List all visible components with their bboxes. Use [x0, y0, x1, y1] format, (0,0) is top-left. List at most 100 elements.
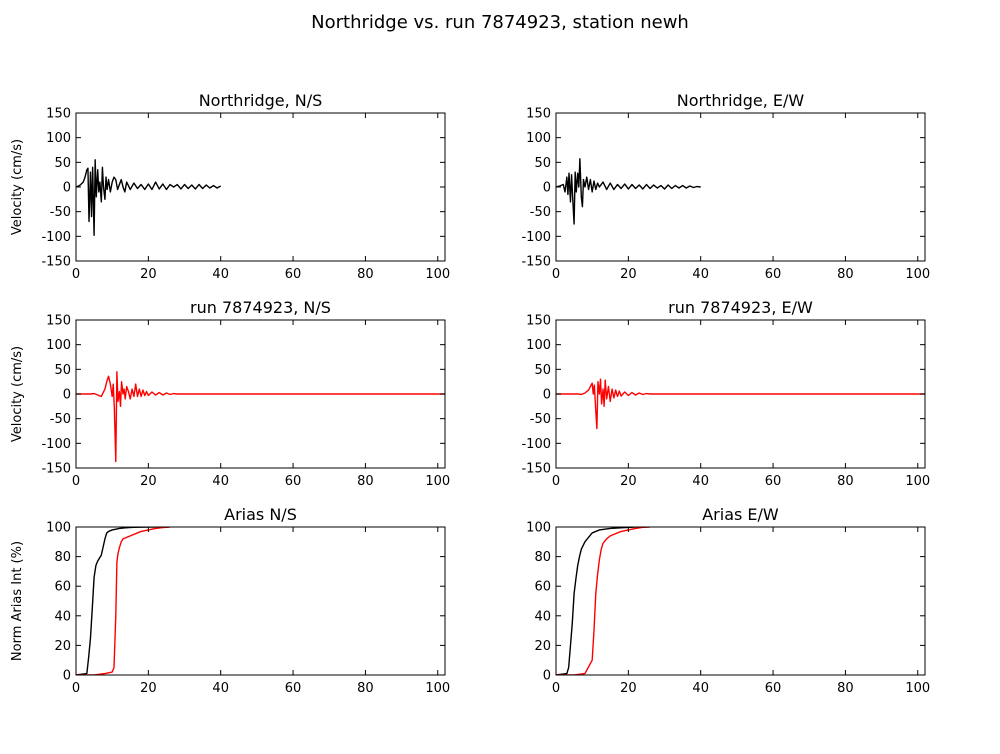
chart-panel-4: 0 20 40 60 80 100 -150 -100 -50 0 50 100 150 run 7874… — [521, 298, 930, 489]
x-tick-label: 0 — [72, 267, 80, 282]
y-axis-label: Norm Arias Int (%) — [10, 541, 25, 661]
y-tick-label: -50 — [50, 205, 71, 220]
y-tick-label: 60 — [534, 580, 551, 595]
x-tick-label: 20 — [140, 474, 157, 489]
axes-frame — [75, 526, 446, 676]
y-tick-label: 50 — [54, 363, 71, 378]
y-tick-label: 100 — [46, 338, 71, 353]
y-tick-label: 150 — [46, 314, 71, 329]
y-tick-label: -100 — [41, 230, 71, 245]
y-tick-label: 0 — [543, 669, 551, 684]
y-tick-label: 20 — [54, 639, 71, 654]
axes-frame — [555, 526, 926, 676]
x-tick-label: 40 — [692, 267, 709, 282]
x-tick-label: 100 — [905, 267, 930, 282]
x-tick-label: 0 — [552, 474, 560, 489]
x-tick-label: 20 — [140, 681, 157, 696]
x-tick-label: 40 — [692, 681, 709, 696]
series-line-1 — [76, 527, 163, 675]
y-tick-label: 60 — [54, 580, 71, 595]
y-tick-label: -50 — [50, 412, 71, 427]
x-tick-label: 80 — [837, 681, 854, 696]
chart-panel-6: 0 20 40 60 80 100 0 20 40 60 80 100 Arias E/W — [526, 505, 930, 696]
y-axis-label: Velocity (cm/s) — [10, 139, 25, 235]
y-tick-label: 150 — [526, 107, 551, 122]
y-tick-label: 100 — [526, 338, 551, 353]
y-tick-label: 150 — [526, 314, 551, 329]
chart-panel-3: 0 20 40 60 80 100 -150 -100 -50 0 50 100 150 run 7874… — [10, 298, 450, 489]
y-tick-label: 50 — [534, 156, 551, 171]
x-tick-label: 20 — [620, 267, 637, 282]
y-tick-label: 0 — [543, 181, 551, 196]
x-tick-label: 80 — [357, 474, 374, 489]
y-tick-label: 150 — [46, 107, 71, 122]
x-tick-label: 100 — [905, 474, 930, 489]
y-tick-label: 0 — [63, 181, 71, 196]
x-tick-label: 60 — [765, 474, 782, 489]
x-tick-label: 0 — [72, 474, 80, 489]
y-tick-label: -100 — [41, 437, 71, 452]
x-tick-label: 60 — [285, 474, 302, 489]
panel-title: run 7874923, E/W — [668, 298, 813, 317]
x-tick-label: 40 — [212, 267, 229, 282]
axes-frame — [555, 112, 926, 262]
y-axis-label: Velocity (cm/s) — [10, 346, 25, 442]
y-tick-label: 20 — [534, 639, 551, 654]
x-tick-label: 100 — [425, 267, 450, 282]
panel-title: Arias E/W — [702, 505, 779, 524]
y-tick-label: 40 — [534, 609, 551, 624]
x-tick-label: 80 — [837, 267, 854, 282]
x-tick-label: 40 — [212, 474, 229, 489]
y-tick-label: 100 — [526, 521, 551, 536]
x-tick-label: 60 — [285, 681, 302, 696]
x-tick-label: 20 — [620, 474, 637, 489]
y-tick-label: 100 — [46, 131, 71, 146]
series-line-2 — [76, 527, 171, 675]
x-tick-label: 60 — [765, 681, 782, 696]
series-line-1 — [76, 159, 222, 237]
x-tick-label: 80 — [357, 267, 374, 282]
y-tick-label: -100 — [521, 230, 551, 245]
x-tick-label: 100 — [425, 681, 450, 696]
x-tick-label: 20 — [620, 681, 637, 696]
y-tick-label: -50 — [530, 205, 551, 220]
panel-title: run 7874923, N/S — [190, 298, 331, 317]
x-tick-label: 80 — [837, 474, 854, 489]
panel-title: Northridge, N/S — [199, 91, 323, 110]
x-tick-label: 100 — [905, 681, 930, 696]
series-line-2 — [556, 527, 651, 675]
x-tick-label: 40 — [212, 681, 229, 696]
x-tick-label: 60 — [285, 267, 302, 282]
y-tick-label: 50 — [534, 363, 551, 378]
x-tick-label: 80 — [357, 681, 374, 696]
series-line-1 — [556, 378, 925, 430]
y-tick-label: 0 — [63, 669, 71, 684]
y-tick-label: -100 — [521, 437, 551, 452]
x-tick-label: 0 — [552, 681, 560, 696]
y-tick-label: 80 — [534, 550, 551, 565]
y-tick-label: 0 — [543, 388, 551, 403]
series-line-1 — [556, 527, 647, 675]
y-tick-label: -150 — [521, 462, 551, 477]
x-tick-label: 100 — [425, 474, 450, 489]
panel-title: Northridge, E/W — [677, 91, 805, 110]
figure-title: Northridge vs. run 7874923, station newh — [311, 12, 689, 33]
y-tick-label: 0 — [63, 388, 71, 403]
y-tick-label: -150 — [41, 462, 71, 477]
y-tick-label: 80 — [54, 550, 71, 565]
y-tick-label: 40 — [54, 609, 71, 624]
y-tick-label: 50 — [54, 156, 71, 171]
series-line-1 — [556, 158, 701, 225]
y-tick-label: 100 — [46, 521, 71, 536]
x-tick-label: 0 — [72, 681, 80, 696]
chart-panel-2: 0 20 40 60 80 100 -150 -100 -50 0 50 100 150 Northrid… — [521, 91, 930, 282]
y-tick-label: 100 — [526, 131, 551, 146]
x-tick-label: 60 — [765, 267, 782, 282]
chart-panel-1: 0 20 40 60 80 100 -150 -100 -50 0 50 100 150 Northrid… — [10, 91, 450, 282]
chart-panel-5: 0 20 40 60 80 100 0 20 40 60 80 100 Arias N/S Norm Ar… — [10, 505, 450, 696]
x-tick-label: 40 — [692, 474, 709, 489]
y-tick-label: -150 — [521, 255, 551, 270]
x-tick-label: 0 — [552, 267, 560, 282]
